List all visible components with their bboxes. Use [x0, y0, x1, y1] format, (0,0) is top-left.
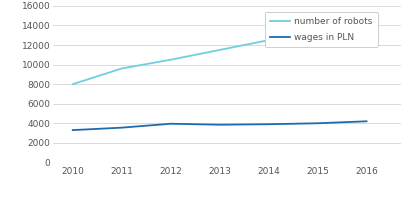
wages in PLN [266, 123, 271, 125]
Line: number of robots: number of robots [73, 16, 366, 84]
wages in PLN [70, 129, 75, 131]
number of robots [217, 49, 222, 51]
wages in PLN [315, 122, 320, 124]
number of robots [364, 15, 369, 18]
wages in PLN [364, 120, 369, 123]
number of robots [119, 67, 124, 70]
number of robots [70, 83, 75, 85]
number of robots [168, 59, 173, 61]
Legend: number of robots, wages in PLN: number of robots, wages in PLN [265, 12, 378, 47]
wages in PLN [217, 124, 222, 126]
wages in PLN [168, 123, 173, 125]
Line: wages in PLN: wages in PLN [73, 121, 366, 130]
number of robots [315, 14, 320, 17]
number of robots [266, 39, 271, 41]
wages in PLN [119, 127, 124, 129]
